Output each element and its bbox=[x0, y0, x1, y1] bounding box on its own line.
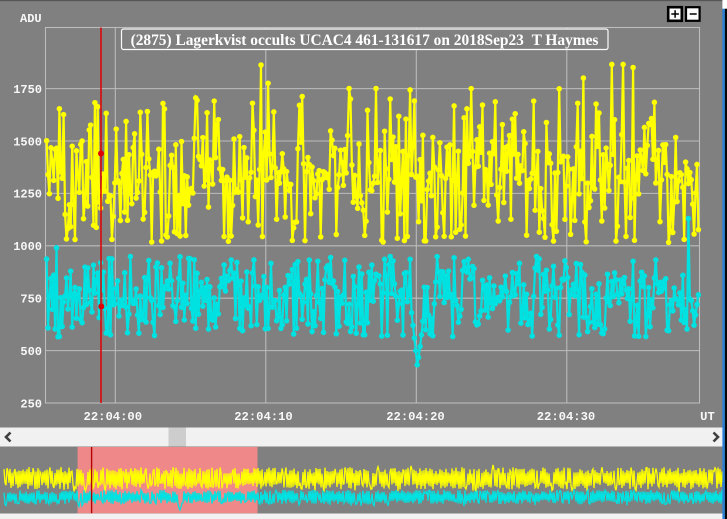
svg-text:UT: UT bbox=[700, 410, 715, 424]
svg-text:1750: 1750 bbox=[13, 83, 42, 97]
svg-text:500: 500 bbox=[20, 345, 42, 359]
svg-text:22:04:20: 22:04:20 bbox=[386, 410, 445, 424]
svg-text:22:04:10: 22:04:10 bbox=[234, 410, 293, 424]
svg-text:250: 250 bbox=[20, 397, 42, 411]
svg-text:22:04:00: 22:04:00 bbox=[84, 410, 143, 424]
svg-text:1250: 1250 bbox=[13, 188, 42, 202]
svg-text:1000: 1000 bbox=[13, 240, 42, 254]
svg-text:(2875) Lagerkvist occults UCAC: (2875) Lagerkvist occults UCAC4 461-1316… bbox=[131, 32, 599, 49]
svg-text:22:04:30: 22:04:30 bbox=[537, 410, 596, 424]
svg-text:1500: 1500 bbox=[13, 135, 42, 149]
svg-text:ADU: ADU bbox=[20, 12, 42, 26]
svg-text:750: 750 bbox=[20, 293, 42, 307]
